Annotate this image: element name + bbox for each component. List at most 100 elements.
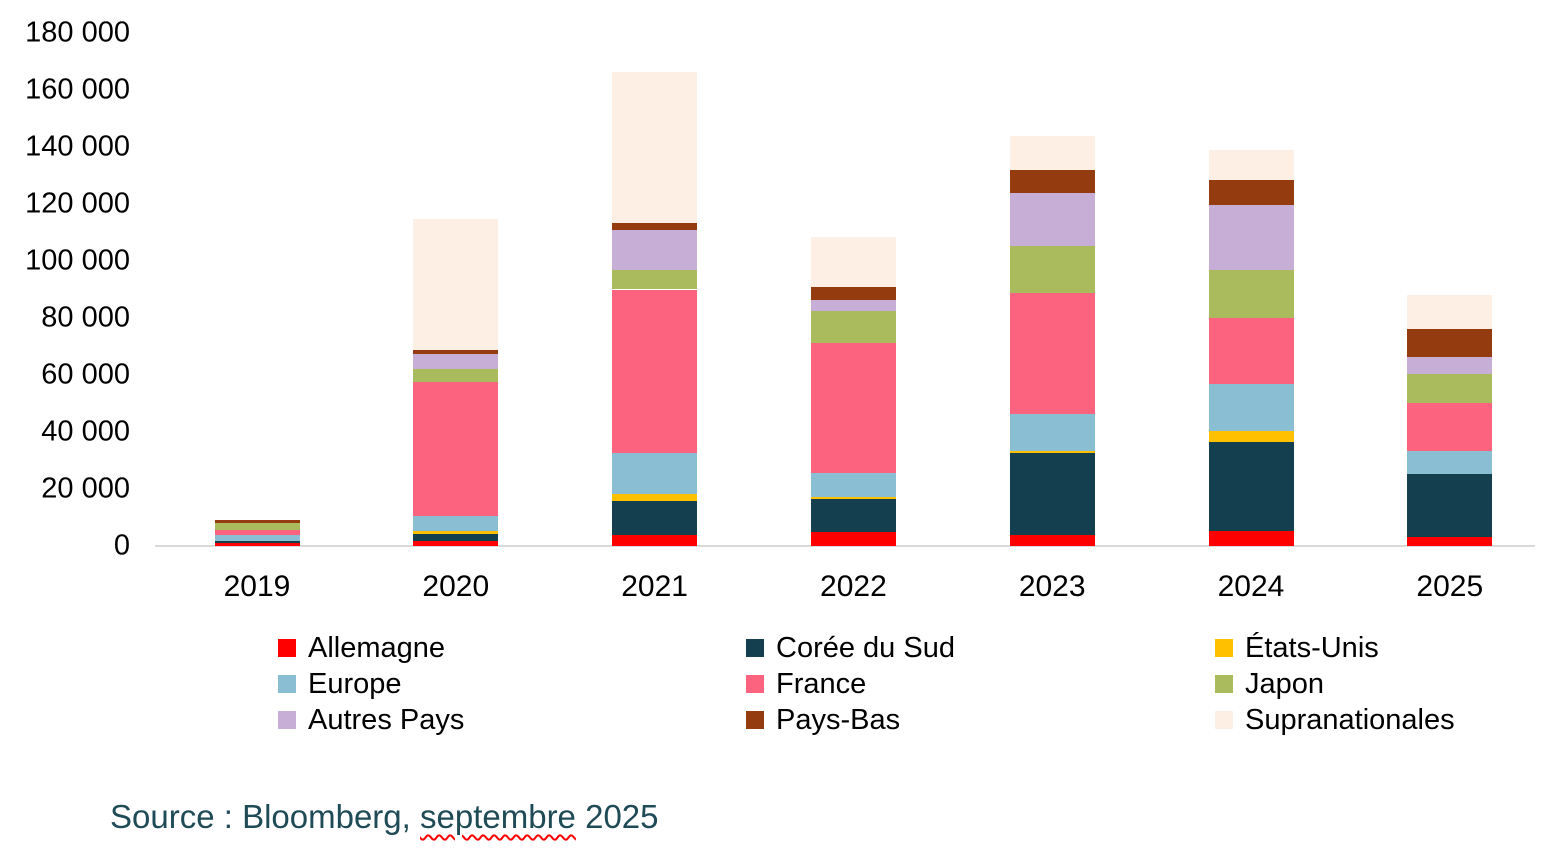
bar-segment [810, 311, 896, 344]
legend-item: États-Unis [1215, 630, 1558, 666]
bar-segment [612, 289, 698, 454]
legend-label: Japon [1245, 667, 1325, 700]
bar-segment [612, 222, 698, 231]
bar-segment [413, 353, 499, 369]
bar-segment [1407, 356, 1493, 375]
x-axis-tick-label: 2023 [1018, 570, 1086, 603]
legend-swatch [746, 639, 764, 657]
bar-group-2019 [214, 0, 300, 546]
bar-segment [1009, 413, 1095, 451]
bar-segment [1407, 402, 1493, 452]
legend-label: Autres Pays [308, 703, 465, 736]
bar-segment [1009, 452, 1095, 535]
bar-segment [1009, 534, 1095, 546]
y-axis-tick-label: 180 000 [25, 16, 130, 49]
x-axis-tick-label: 2019 [223, 570, 291, 603]
bar-segment [214, 540, 300, 543]
legend-swatch [278, 711, 296, 729]
bar-segment [810, 496, 896, 499]
bar-segment [810, 532, 896, 546]
y-axis-tick-label: 120 000 [25, 187, 130, 220]
legend-swatch [1215, 675, 1233, 693]
source-note: Source : Bloomberg, septembre 2025 [110, 798, 659, 836]
bar-segment [810, 237, 896, 287]
legend-label: Supranationales [1245, 703, 1455, 736]
bar-segment [1208, 530, 1294, 546]
legend-item: Supranationales [1215, 702, 1558, 738]
bar-segment [810, 498, 896, 533]
bar-segment [1208, 270, 1294, 318]
legend-item: Autres Pays [278, 702, 746, 738]
bar-segment [214, 523, 300, 530]
x-axis-tick-label: 2021 [621, 570, 688, 603]
x-axis-tick-label: 2020 [422, 570, 490, 603]
chart-legend: Allemagne Corée du Sud États-Unis Europe Fra… [278, 630, 1558, 738]
bar-segment [1208, 442, 1294, 531]
y-axis-tick-label: 60 000 [41, 358, 130, 391]
source-note-year: 2025 [575, 798, 659, 835]
bar-segment [413, 516, 499, 531]
source-note-underlined-word: septembre [420, 798, 576, 835]
legend-item: Europe [278, 666, 746, 702]
bar-segment [1407, 451, 1493, 474]
bar-segment [1208, 179, 1294, 206]
legend-label: France [776, 667, 867, 700]
bar-segment [214, 534, 300, 541]
bar-segment [413, 530, 499, 534]
x-axis-tick-label: 2022 [820, 570, 887, 603]
bar-group-2022 [810, 0, 896, 546]
legend-item: Pays-Bas [746, 702, 1215, 738]
bar-segment [1208, 317, 1294, 385]
bar-group-2020 [413, 0, 499, 546]
x-axis-baseline [155, 545, 1535, 547]
bar-segment [413, 541, 499, 546]
bar-group-2023 [1009, 0, 1095, 546]
bar-segment [413, 533, 499, 542]
bar-segment [413, 349, 499, 354]
y-axis-tick-label: 80 000 [41, 301, 130, 334]
legend-label: Corée du Sud [776, 631, 955, 664]
bar-segment [612, 71, 698, 223]
bar-segment [612, 493, 698, 501]
bar-segment [1009, 450, 1095, 453]
bar-segment [1208, 150, 1294, 180]
bar-segment [1407, 329, 1493, 357]
bar-segment [1208, 205, 1294, 271]
bar-segment [1009, 136, 1095, 170]
bar-segment [413, 368, 499, 383]
y-axis-tick-label: 100 000 [25, 244, 130, 277]
bar-segment [1407, 537, 1493, 546]
bar-segment [810, 299, 896, 312]
bar-segment [810, 473, 896, 497]
bar-segment [413, 218, 499, 350]
legend-swatch [278, 675, 296, 693]
bar-segment [612, 453, 698, 494]
bar-segment [214, 529, 300, 535]
bar-segment [413, 382, 499, 517]
bar-segment [612, 500, 698, 536]
bar-group-2024 [1208, 0, 1294, 546]
bar-segment [1009, 193, 1095, 247]
bar-group-2025 [1407, 0, 1493, 546]
bar-segment [214, 542, 300, 546]
legend-swatch [746, 675, 764, 693]
y-axis-tick-label: 20 000 [41, 472, 130, 505]
legend-item: France [746, 666, 1215, 702]
legend-label: Pays-Bas [776, 703, 901, 736]
y-axis-tick-label: 140 000 [25, 130, 130, 163]
legend-swatch [278, 639, 296, 657]
legend-label: États-Unis [1245, 631, 1379, 664]
bar-segment [810, 286, 896, 300]
y-axis-tick-label: 40 000 [41, 415, 130, 448]
bar-group-2021 [612, 0, 698, 546]
bar-segment [214, 519, 300, 524]
bar-segment [1407, 295, 1493, 330]
bar-segment [1208, 431, 1294, 443]
legend-swatch [1215, 711, 1233, 729]
y-axis-tick-label: 160 000 [25, 73, 130, 106]
bar-segment [1407, 473, 1493, 538]
legend-swatch [1215, 639, 1233, 657]
bar-segment [1009, 169, 1095, 194]
bar-segment [612, 269, 698, 290]
